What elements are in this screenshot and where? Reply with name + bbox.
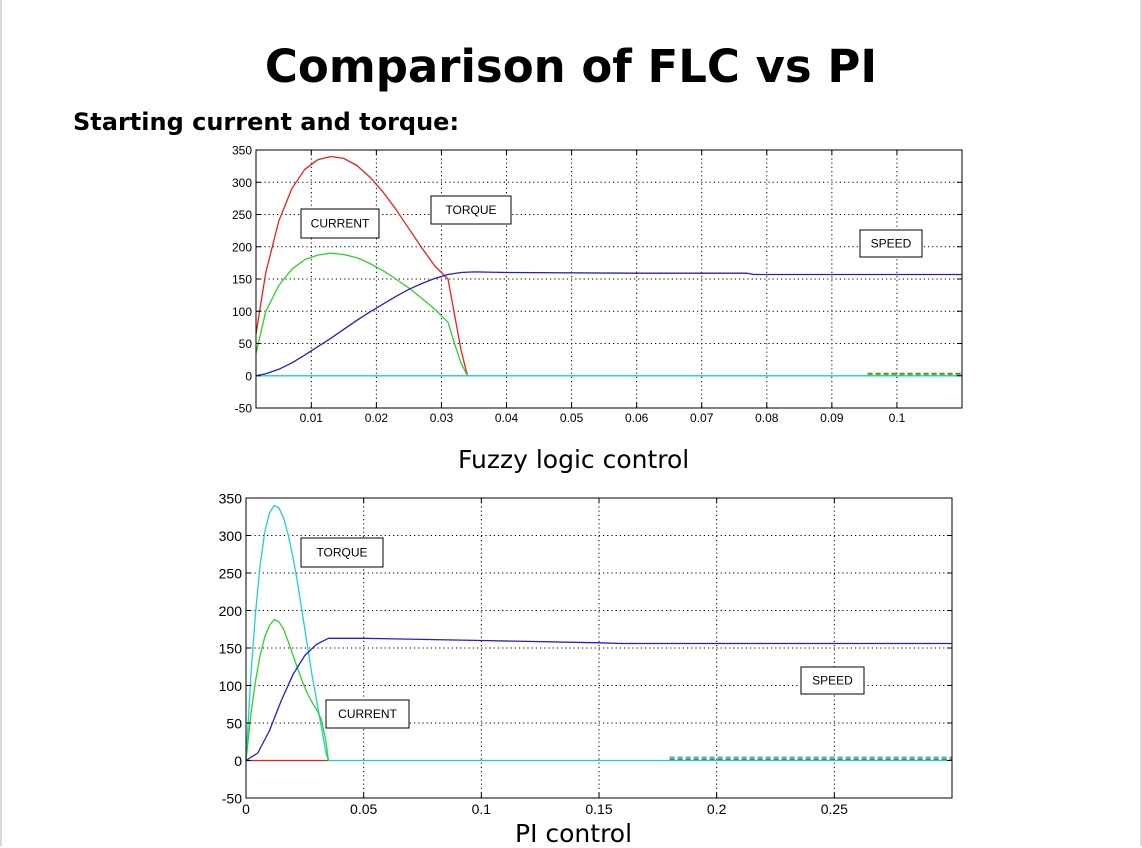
- annotation-box: [300, 208, 380, 239]
- y-tick-label: 350: [232, 144, 252, 158]
- chart-caption-fuzzy: Fuzzy logic control: [458, 445, 690, 474]
- y-tick-label: 50: [239, 337, 253, 351]
- annotation-current: CURRENT: [300, 208, 380, 239]
- slide-subtitle: Starting current and torque:: [73, 108, 460, 136]
- annotation-torque: TORQUE: [430, 195, 512, 225]
- y-tick-label: 150: [232, 273, 252, 287]
- series-line-3: [245, 637, 952, 762]
- y-tick-label: 300: [219, 528, 243, 544]
- x-tick-label: 0.1: [889, 411, 906, 425]
- slide-title: Comparison of FLC vs PI: [264, 40, 878, 93]
- annotation-label: CURRENT: [311, 217, 370, 231]
- x-tick-label: 0.02: [365, 411, 389, 425]
- series-line-2: [245, 618, 330, 761]
- x-tick-label: 0.03: [430, 411, 454, 425]
- x-tick-label: 0.08: [755, 411, 779, 425]
- y-tick-label: 50: [226, 715, 242, 731]
- annotation-box: [800, 666, 865, 695]
- annotation-label: TORQUE: [445, 203, 496, 217]
- y-tick-label: 150: [219, 640, 243, 656]
- x-tick-label: 0.05: [560, 411, 584, 425]
- x-tick-label: 0.2: [707, 801, 727, 817]
- y-tick-label: 200: [232, 240, 252, 254]
- x-tick-label: 0.05: [350, 801, 377, 817]
- series-line-2: [255, 271, 962, 377]
- chart-0: 0.01 0.02 0.03 0.04 0.05 0.06 0.07 0.08 0.09 0.1 -…: [232, 144, 963, 425]
- chart-1: 0 0.05 0.1 0.15 0.2 0.25-50050100150200250300…: [219, 490, 953, 817]
- x-tick-label: 0.06: [625, 411, 649, 425]
- y-tick-label: 250: [232, 208, 252, 222]
- annotation-label: CURRENT: [338, 707, 397, 721]
- annotation-speed: SPEED: [800, 666, 865, 695]
- annotation-label: SPEED: [812, 674, 853, 688]
- x-tick-label: 0.15: [585, 801, 612, 817]
- annotation-box: [430, 195, 512, 225]
- annotation-box: [300, 537, 384, 568]
- y-tick-label: 250: [219, 565, 243, 581]
- y-tick-label: -50: [222, 790, 242, 806]
- x-tick-label: 0.04: [495, 411, 519, 425]
- y-tick-label: 0: [234, 753, 242, 769]
- annotation-torque: TORQUE: [300, 537, 384, 568]
- annotation-label: TORQUE: [316, 546, 367, 560]
- slide-border-left: [0, 0, 2, 846]
- annotation-current: CURRENT: [325, 699, 410, 729]
- series-line-1: [255, 252, 469, 377]
- y-tick-label: -50: [235, 402, 253, 416]
- y-tick-label: 100: [232, 305, 252, 319]
- y-tick-label: 0: [245, 369, 252, 383]
- x-tick-label: 0.09: [820, 411, 844, 425]
- x-tick-label: 0.07: [690, 411, 714, 425]
- chart-caption-pi: PI control: [515, 819, 633, 848]
- annotation-speed: SPEED: [859, 229, 923, 258]
- annotation-box: [859, 229, 923, 258]
- x-tick-label: 0.01: [300, 411, 324, 425]
- series-line-1: [245, 504, 952, 762]
- series-line-0: [255, 155, 469, 376]
- y-tick-label: 200: [219, 603, 243, 619]
- y-tick-label: 100: [219, 678, 243, 694]
- x-tick-label: 0: [242, 801, 250, 817]
- x-tick-label: 0.1: [472, 801, 492, 817]
- x-tick-label: 0.25: [821, 801, 848, 817]
- annotation-box: [325, 699, 410, 729]
- y-tick-label: 300: [232, 176, 252, 190]
- annotation-label: SPEED: [871, 237, 912, 251]
- y-tick-label: 350: [219, 490, 243, 506]
- slide-border-right: [1140, 0, 1142, 846]
